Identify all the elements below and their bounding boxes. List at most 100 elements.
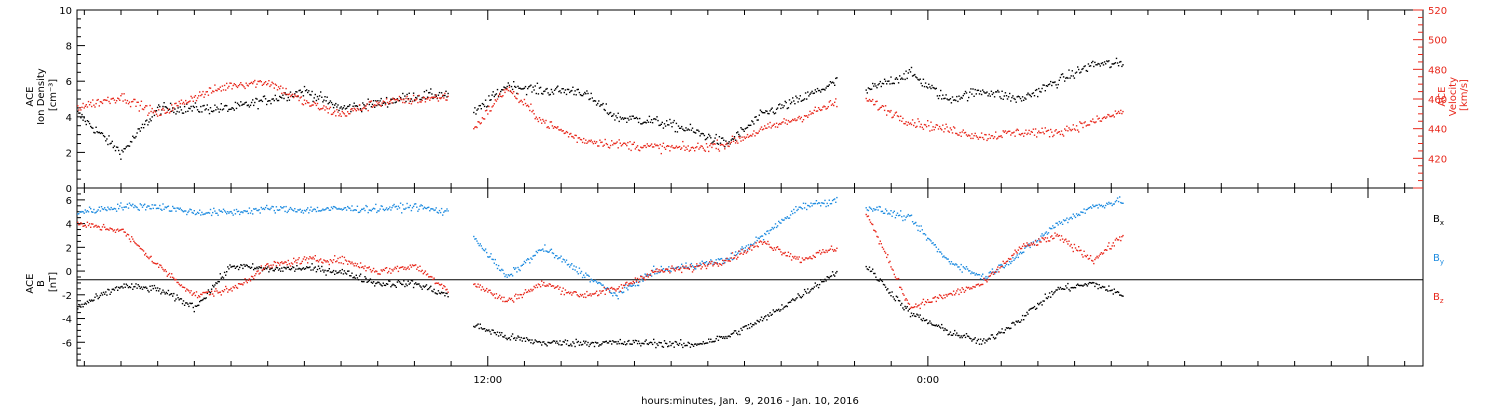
by-point	[406, 202, 408, 205]
ion-density-point	[142, 127, 145, 129]
ion-density-point	[643, 121, 645, 124]
by-point	[930, 240, 932, 242]
by-point	[792, 212, 794, 215]
bz-point	[681, 271, 683, 274]
bx-point	[611, 343, 613, 345]
bx-point	[696, 344, 698, 346]
velocity-point	[398, 95, 401, 98]
ion-density-point	[82, 119, 84, 121]
bz-point	[809, 256, 811, 258]
bz-point	[1092, 260, 1094, 262]
bx-point	[993, 338, 996, 340]
velocity-point	[619, 142, 621, 144]
by-point	[984, 277, 986, 279]
bz-point	[944, 297, 946, 299]
by-point	[634, 285, 637, 287]
bz-point	[987, 278, 989, 281]
bz-point	[988, 275, 990, 278]
bx-point	[304, 267, 307, 270]
ion-density-point	[502, 89, 504, 91]
by-point	[167, 205, 170, 207]
bx-point	[289, 269, 292, 271]
bz-point	[268, 265, 270, 267]
bz-point	[210, 290, 213, 292]
velocity-point	[824, 106, 826, 108]
bz-point	[289, 265, 292, 267]
bx-point	[286, 266, 288, 269]
by-point	[261, 208, 264, 210]
velocity-point	[983, 138, 985, 141]
ion-density-point	[1080, 71, 1082, 73]
bx-point	[997, 332, 999, 335]
velocity-point	[298, 99, 300, 102]
bz-point	[398, 267, 401, 269]
bz-point	[160, 264, 162, 267]
velocity-point	[583, 137, 585, 140]
by-point	[589, 281, 591, 283]
ion-density-point	[875, 85, 877, 87]
bx-point	[549, 342, 551, 344]
ion-density-point	[736, 132, 738, 134]
by-point	[110, 206, 112, 209]
ion-density-point	[675, 122, 678, 125]
bx-point	[1111, 289, 1113, 291]
bx-point	[589, 343, 591, 346]
velocity-point	[595, 141, 598, 143]
bx-point	[976, 340, 978, 342]
bx-point	[191, 302, 193, 304]
bz-point	[996, 268, 998, 271]
by-point	[488, 256, 490, 258]
by-point	[979, 278, 982, 280]
by-point	[810, 202, 812, 204]
bx-point	[878, 280, 880, 282]
velocity-point	[955, 132, 957, 135]
by-point	[215, 212, 217, 214]
by-point	[783, 219, 785, 221]
by-point	[523, 260, 526, 263]
by-point	[476, 240, 478, 242]
by-point	[530, 257, 532, 259]
by-point	[983, 279, 985, 281]
ion-density-point	[99, 132, 102, 135]
bz-point	[474, 283, 476, 285]
ion-density-point	[1102, 64, 1105, 66]
by-point	[635, 281, 638, 283]
ion-density-point	[364, 105, 366, 107]
velocity-point	[1121, 112, 1123, 115]
by-point	[560, 255, 562, 257]
velocity-point	[183, 103, 186, 105]
velocity-point	[108, 100, 110, 103]
velocity-point	[756, 132, 758, 135]
velocity-point	[909, 122, 912, 124]
by-point	[1056, 222, 1058, 224]
bx-point	[423, 286, 426, 288]
by-point	[1019, 251, 1022, 253]
bx-point	[1109, 290, 1111, 292]
bz-point	[138, 245, 140, 247]
ion-density-point	[733, 136, 736, 138]
bz-point	[353, 265, 355, 267]
bz-point	[549, 283, 551, 286]
velocity-point	[697, 142, 699, 144]
by-point	[1055, 222, 1057, 224]
by-point	[1107, 203, 1109, 205]
by-point	[583, 274, 585, 276]
bx-point	[942, 327, 944, 329]
bx-point	[331, 271, 334, 273]
ion-density-point	[133, 136, 135, 139]
bz-point	[962, 288, 964, 291]
by-point	[84, 209, 86, 211]
velocity-point	[794, 118, 796, 120]
bz-point	[531, 290, 533, 292]
bz-point	[1067, 243, 1069, 245]
ion-density-point	[1050, 80, 1052, 83]
by-point	[287, 210, 289, 212]
ion-density-point	[705, 138, 708, 140]
velocity-point	[773, 123, 776, 125]
bz-point	[1054, 232, 1056, 234]
bx-point	[880, 279, 882, 282]
bz-point	[1020, 247, 1023, 250]
by-point	[733, 254, 736, 256]
bz-point	[699, 264, 701, 267]
